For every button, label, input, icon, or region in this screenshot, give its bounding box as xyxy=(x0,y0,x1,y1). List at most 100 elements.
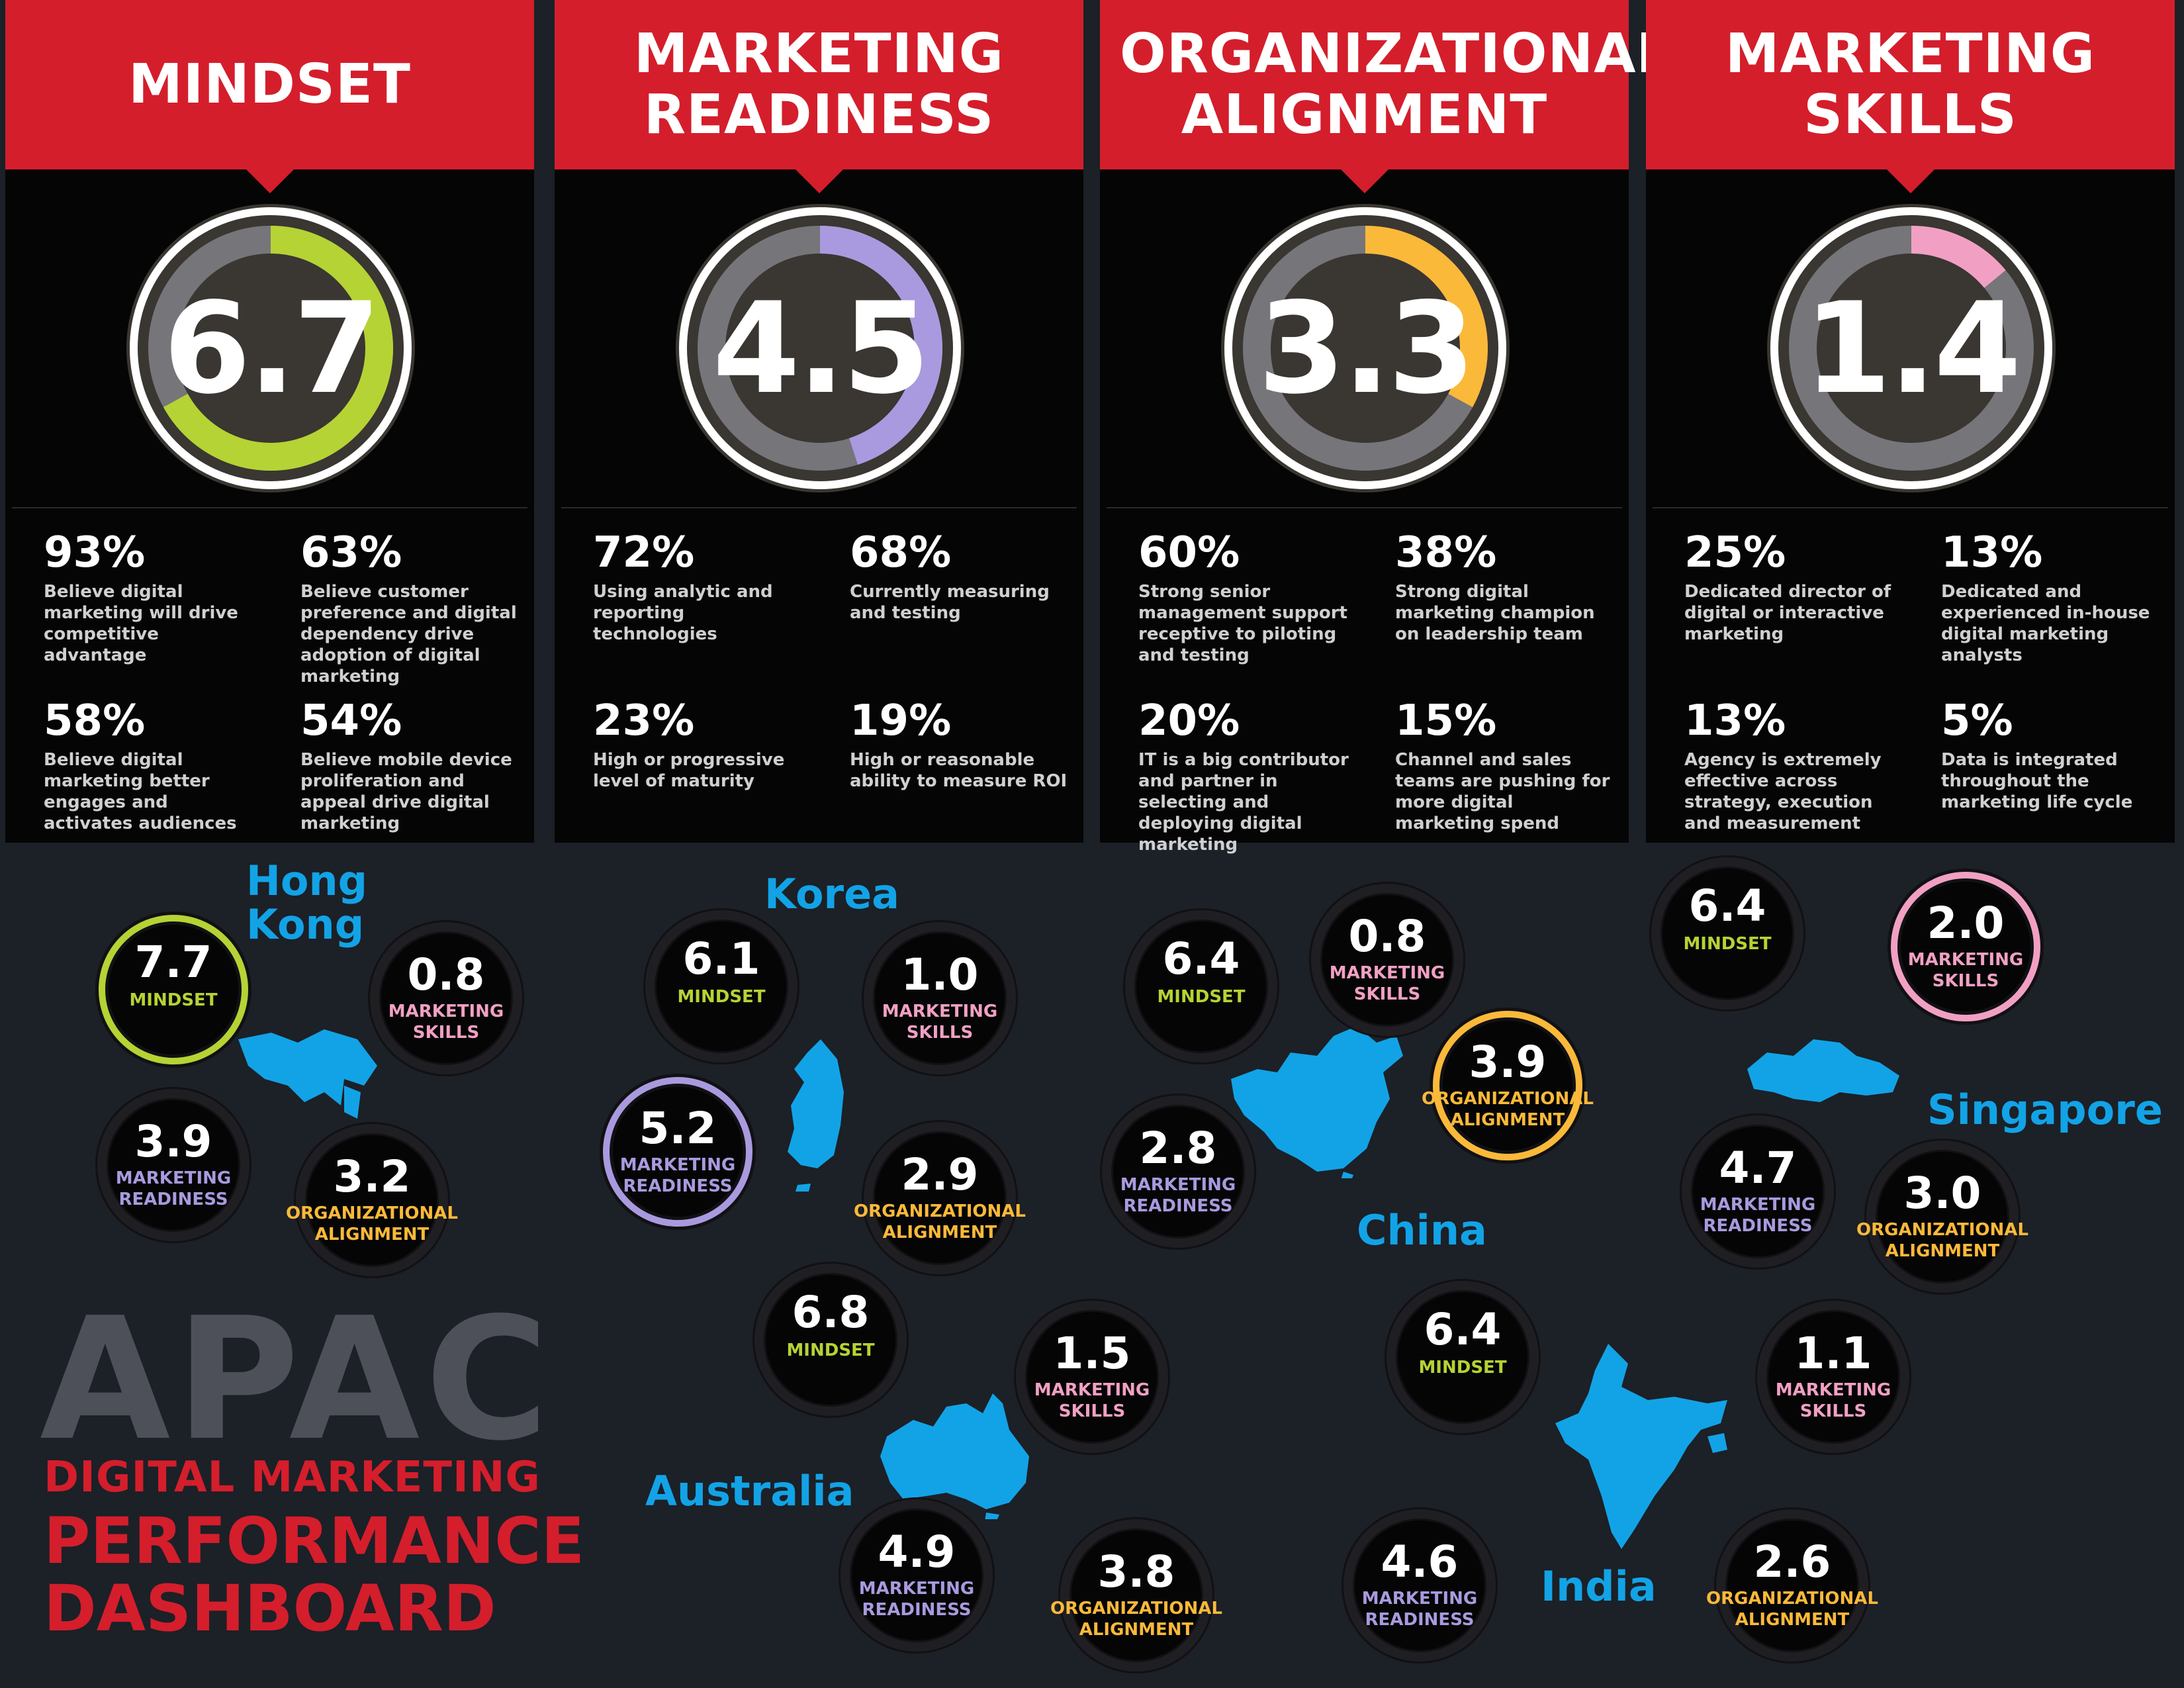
bubble-value: 2.8 xyxy=(1139,1123,1217,1174)
bubble-value: 3.0 xyxy=(1903,1168,1981,1219)
banner-pointer xyxy=(1886,169,1934,193)
stat-percent: 23% xyxy=(593,696,695,745)
bubble-india-readiness: 4.6 MARKETING READINESS xyxy=(1340,1506,1499,1665)
bubble-value: 1.0 xyxy=(901,949,979,1000)
bubble-china-readiness: 2.8 MARKETING READINESS xyxy=(1099,1092,1257,1251)
stat-percent: 13% xyxy=(1684,696,1786,745)
bubble-label: MINDSET xyxy=(129,990,218,1010)
bubble-value: 0.8 xyxy=(407,949,485,1000)
country-name: Korea xyxy=(764,870,900,918)
bubble-india-alignment: 2.6 ORGANIZATIONAL ALIGNMENT xyxy=(1706,1506,1878,1665)
bubble-value: 4.6 xyxy=(1381,1536,1459,1587)
gauge-marketing-readiness: 4.5 xyxy=(670,199,970,498)
bubble-singapore-readiness: 4.7 MARKETING READINESS xyxy=(1678,1112,1837,1271)
bubble-ring xyxy=(1016,1301,1168,1453)
stat-description: Dedicated and experienced in-house digit… xyxy=(1941,582,2150,665)
bubble-ring xyxy=(1311,884,1463,1036)
stat-percent: 72% xyxy=(593,528,695,577)
stat-block: 23% High or progressive level of maturity xyxy=(593,699,811,792)
bubble-singapore-mindset: 6.4 MINDSET xyxy=(1648,854,1807,1013)
stat-description: IT is a big contributor and partner in s… xyxy=(1138,750,1349,855)
stat-description: Believe customer preference and digital … xyxy=(300,582,517,686)
bubble-ring xyxy=(1102,1096,1254,1248)
bubble-value: 6.1 xyxy=(682,933,760,984)
map-singapore xyxy=(1741,1029,1913,1111)
gauge-value: 3.3 xyxy=(1257,275,1476,422)
bubble-label: MARKETING SKILLS xyxy=(1034,1380,1150,1421)
bubble-label: MARKETING READINESS xyxy=(1120,1175,1236,1216)
panel-banner: MARKETING SKILLS xyxy=(1646,0,2175,193)
bubble-ring xyxy=(99,915,248,1064)
stat-percent: 38% xyxy=(1395,528,1497,577)
panel-marketing-readiness: MARKETING READINESS 4.5 72% Using analytic … xyxy=(555,0,1083,843)
gauge-value: 4.5 xyxy=(712,275,931,422)
stat-percent: 60% xyxy=(1138,528,1240,577)
bubble-label: MARKETING SKILLS xyxy=(1907,950,2024,991)
panel-mindset: MINDSET 6.7 93% Believe digital marketing w… xyxy=(5,0,534,843)
bubble-value: 4.9 xyxy=(878,1526,956,1577)
country-name: Singapore xyxy=(1927,1086,2163,1134)
bubble-label: ORGANIZATIONAL ALIGNMENT xyxy=(1706,1589,1878,1630)
panel-banner: ORGANIZATIONAL ALIGNMENT xyxy=(1100,0,1672,193)
stat-description: Believe digital marketing better engages… xyxy=(44,750,237,833)
bubble-china-alignment: 3.9 ORGANIZATIONAL ALIGNMENT xyxy=(1422,1006,1594,1165)
bubble-value: 1.5 xyxy=(1053,1328,1131,1379)
stat-block: 13% Dedicated and experienced in-house di… xyxy=(1941,531,2160,666)
dashboard-title-line3: DASHBOARD xyxy=(44,1571,496,1646)
map-hong-kong xyxy=(225,1013,397,1135)
bubble-ring xyxy=(1866,1141,2019,1293)
gauge-value: 1.4 xyxy=(1803,275,2022,422)
stat-percent: 93% xyxy=(44,528,146,577)
bubble-value: 7.7 xyxy=(134,937,212,988)
stat-description: Agency is extremely effective across str… xyxy=(1684,750,1882,833)
panel-title: ORGANIZATIONAL ALIGNMENT xyxy=(1120,23,1672,146)
panel-organizational-alignment: ORGANIZATIONAL ALIGNMENT 3.3 60% Strong sen… xyxy=(1100,0,1672,855)
gauge-outer-ring xyxy=(1224,207,1506,489)
panel-divider xyxy=(1653,507,2168,508)
stat-description: Channel and sales teams are pushing for … xyxy=(1395,750,1610,833)
bubble-ring xyxy=(1716,1509,1868,1662)
stat-description: High or reasonable ability to measure RO… xyxy=(850,750,1068,791)
bubble-value: 6.4 xyxy=(1162,933,1240,984)
panel-title: MINDSET xyxy=(128,53,411,116)
stat-description: Dedicated director of digital or interac… xyxy=(1684,582,1891,644)
stat-block: 5% Data is integrated throughout the mark… xyxy=(1941,699,2160,813)
stat-block: 68% Currently measuring and testing xyxy=(850,531,1068,624)
bubble-singapore-alignment: 3.0 ORGANIZATIONAL ALIGNMENT xyxy=(1856,1137,2028,1296)
bubble-hong-kong-skills: 0.8 MARKETING SKILLS xyxy=(367,919,525,1078)
bubble-australia-mindset: 6.8 MINDSET xyxy=(751,1260,910,1419)
dashboard-title-line2: PERFORMANCE xyxy=(44,1504,585,1578)
bubble-ring xyxy=(841,1499,993,1652)
bubble-value: 1.1 xyxy=(1794,1328,1872,1379)
bubble-label: ORGANIZATIONAL ALIGNMENT xyxy=(1422,1089,1594,1130)
bubble-ring xyxy=(1682,1115,1834,1268)
bubble-value: 4.7 xyxy=(1719,1143,1797,1194)
map-australia xyxy=(874,1383,1036,1523)
gauge-marketing-skills: 1.4 xyxy=(1762,199,2061,498)
bubble-value: 6.4 xyxy=(1424,1304,1502,1355)
banner-pointer xyxy=(1340,169,1388,193)
bubble-ring xyxy=(1343,1509,1496,1662)
stat-block: 63% Believe customer preference and digit… xyxy=(300,531,519,687)
bubble-india-skills: 1.1 MARKETING SKILLS xyxy=(1754,1297,1913,1456)
gauge-outer-ring xyxy=(130,207,412,489)
gauge-outer-ring xyxy=(679,207,961,489)
stat-description: Data is integrated throughout the market… xyxy=(1941,750,2133,812)
bubble-label: MINDSET xyxy=(677,987,766,1007)
bubble-ring xyxy=(645,910,797,1062)
bubble-label: MARKETING SKILLS xyxy=(1329,963,1445,1004)
bubble-hong-kong-readiness: 3.9 MARKETING READINESS xyxy=(94,1086,253,1244)
bubble-label: MARKETING READINESS xyxy=(619,1155,736,1196)
bubble-korea-skills: 1.0 MARKETING SKILLS xyxy=(860,919,1019,1078)
bubble-label: MARKETING READINESS xyxy=(1700,1195,1816,1236)
bubble-ring xyxy=(864,922,1016,1074)
stat-block: 13% Agency is extremely effective across … xyxy=(1684,699,1903,834)
map-china xyxy=(1218,1006,1410,1184)
stat-block: 60% Strong senior management support rece… xyxy=(1138,531,1357,666)
bubble-singapore-skills: 2.0 MARKETING SKILLS xyxy=(1886,867,2045,1026)
bubble-value: 3.9 xyxy=(1469,1037,1547,1088)
panel-divider xyxy=(12,507,527,508)
bubble-label: MINDSET xyxy=(786,1340,875,1360)
bubble-ring xyxy=(1891,872,2040,1021)
dashboard-title-line1: DIGITAL MARKETING xyxy=(44,1453,541,1502)
